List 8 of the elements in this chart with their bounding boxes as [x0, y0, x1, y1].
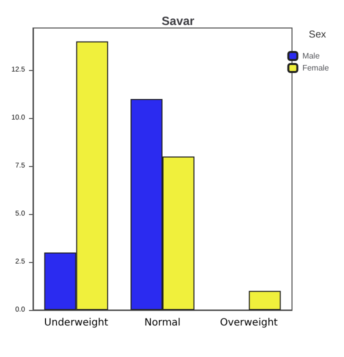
- x-tick-label: Normal: [144, 318, 181, 328]
- x-tick-label: Overweight: [220, 318, 278, 328]
- bar: [248, 290, 281, 310]
- legend-title: Sex: [308, 30, 326, 40]
- legend-label: Female: [302, 64, 330, 72]
- legend-label: Male: [302, 52, 320, 60]
- x-tick-label: Underweight: [44, 318, 108, 328]
- chart-title: Savar: [162, 14, 195, 28]
